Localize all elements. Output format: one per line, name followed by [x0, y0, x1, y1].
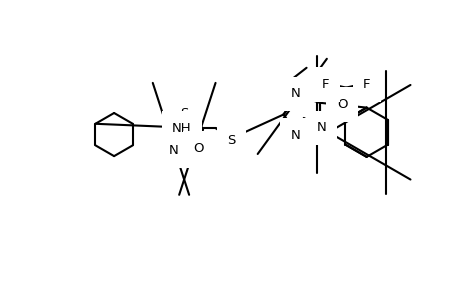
- Text: S: S: [179, 107, 188, 120]
- Text: N: N: [169, 144, 179, 157]
- Text: O: O: [193, 142, 204, 155]
- Text: N: N: [316, 121, 325, 134]
- Text: N: N: [290, 129, 300, 142]
- Text: F: F: [362, 78, 370, 91]
- Text: S: S: [227, 134, 235, 147]
- Text: N: N: [189, 144, 199, 157]
- Text: NH: NH: [172, 122, 191, 135]
- Text: O: O: [336, 98, 347, 111]
- Text: F: F: [321, 78, 328, 91]
- Text: N: N: [290, 88, 300, 100]
